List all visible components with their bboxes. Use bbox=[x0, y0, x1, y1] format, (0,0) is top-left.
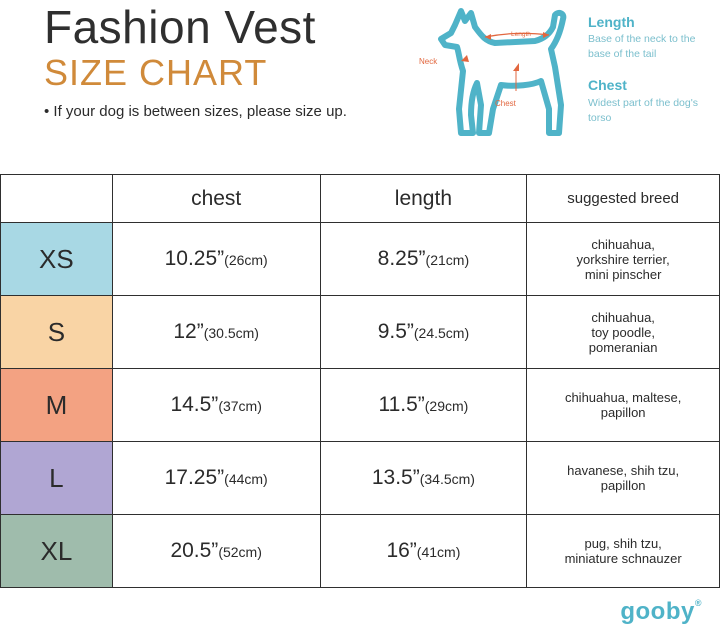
breed-line: havanese, shih tzu, bbox=[567, 463, 680, 478]
length-inches: 9.5” bbox=[377, 320, 414, 343]
breed-line: pomeranian bbox=[588, 339, 658, 355]
chest-cm: (26cm) bbox=[224, 252, 268, 268]
header-chest: chest bbox=[111, 174, 321, 223]
size-cell: L bbox=[0, 441, 113, 515]
chest-cell: 10.25”(26cm) bbox=[111, 222, 321, 296]
breed-cell: chihuahua, yorkshire terrier, mini pinsche… bbox=[526, 222, 720, 296]
breed-line: papillon bbox=[600, 405, 646, 420]
chest-cell: 20.5”(52cm) bbox=[111, 514, 321, 588]
length-cell: 16”(41cm) bbox=[319, 514, 528, 588]
breed-line: miniature schnauzer bbox=[564, 551, 682, 566]
length-cell: 8.25”(21cm) bbox=[319, 222, 528, 296]
registered-mark: ® bbox=[694, 598, 702, 608]
legend-chest-title: Chest bbox=[588, 77, 627, 93]
size-cell: M bbox=[0, 368, 113, 442]
chest-inches: 14.5” bbox=[170, 393, 219, 416]
breed-line: chihuahua, maltese, bbox=[564, 390, 682, 405]
length-inches: 8.25” bbox=[377, 247, 426, 270]
breed-line: chihuahua, bbox=[591, 309, 655, 325]
breed-cell: chihuahua, toy poodle, pomeranian bbox=[526, 295, 720, 369]
chest-inches: 10.25” bbox=[164, 247, 225, 270]
table-row: M 14.5”(37cm) 11.5”(29cm) chihuahua, maltes… bbox=[0, 368, 720, 442]
chest-cm: (30.5cm) bbox=[203, 325, 259, 341]
length-cm: (24.5cm) bbox=[413, 325, 470, 341]
size-cell: XL bbox=[0, 514, 113, 588]
length-cm: (41cm) bbox=[416, 544, 461, 560]
breed-line: chihuahua, bbox=[591, 236, 655, 252]
size-table: chest length suggested breed XS 10.25”(26… bbox=[0, 174, 720, 588]
legend-length-title: Length bbox=[588, 14, 635, 30]
breed-line: papillon bbox=[600, 478, 646, 493]
length-inches: 11.5” bbox=[378, 393, 425, 416]
chest-cell: 12”(30.5cm) bbox=[111, 295, 321, 369]
dog-outline bbox=[438, 8, 567, 136]
breed-line: mini pinscher bbox=[584, 266, 662, 282]
chest-inches: 17.25” bbox=[164, 466, 225, 489]
length-cell: 13.5”(34.5cm) bbox=[319, 441, 528, 515]
size-chart-subtitle: SIZE CHART bbox=[44, 52, 268, 93]
chest-cell: 14.5”(37cm) bbox=[111, 368, 321, 442]
legend-length-desc: Base of the neck to the base of the tail bbox=[588, 33, 696, 60]
chest-inches: 20.5” bbox=[170, 539, 219, 562]
chest-cm: (44cm) bbox=[224, 471, 268, 487]
page-title: Fashion Vest bbox=[44, 1, 316, 53]
neck-label: Neck bbox=[419, 57, 438, 66]
table-row: L 17.25”(44cm) 13.5”(34.5cm) havanese, shih… bbox=[0, 441, 720, 515]
length-inches: 16” bbox=[386, 539, 417, 562]
chest-cm: (52cm) bbox=[218, 544, 262, 560]
brand-name: gooby bbox=[620, 598, 695, 625]
table-row: XL 20.5”(52cm) 16”(41cm) pug, shih tzu, mini… bbox=[0, 514, 720, 588]
table-header-row: chest length suggested breed bbox=[0, 174, 720, 223]
chest-cm: (37cm) bbox=[218, 398, 262, 414]
chest-inches: 12” bbox=[173, 320, 204, 343]
breed-line: yorkshire terrier, bbox=[576, 251, 670, 267]
header-length: length bbox=[319, 174, 528, 223]
gooby-logo: gooby® bbox=[620, 598, 702, 626]
length-cm: (21cm) bbox=[425, 252, 470, 268]
header-suggested-breed: suggested breed bbox=[526, 174, 720, 223]
breed-cell: pug, shih tzu, miniature schnauzer bbox=[526, 514, 720, 588]
header-size bbox=[0, 174, 113, 223]
size-cell: XS bbox=[0, 222, 113, 296]
table-row: XS 10.25”(26cm) 8.25”(21cm) chihuahua, yorks… bbox=[0, 222, 720, 296]
length-cm: (29cm) bbox=[424, 398, 469, 414]
length-cell: 11.5”(29cm) bbox=[319, 368, 528, 442]
length-arrow-label: Length bbox=[511, 31, 531, 38]
chest-cell: 17.25”(44cm) bbox=[111, 441, 321, 515]
size-cell: S bbox=[0, 295, 113, 369]
length-cm: (34.5cm) bbox=[419, 471, 475, 487]
dog-measurement-diagram: Length Neck Chest bbox=[419, 8, 567, 136]
chest-arrow-label: Chest bbox=[495, 99, 517, 108]
length-inches: 13.5” bbox=[371, 466, 420, 489]
breed-cell: chihuahua, maltese, papillon bbox=[526, 368, 720, 442]
breed-line: pug, shih tzu, bbox=[584, 536, 662, 551]
sizing-note: • If your dog is between sizes, please s… bbox=[44, 103, 347, 120]
table-row: S 12”(30.5cm) 9.5”(24.5cm) chihuahua, toy po… bbox=[0, 295, 720, 369]
legend-chest-desc: Widest part of the dog's torso bbox=[588, 97, 698, 124]
breed-cell: havanese, shih tzu, papillon bbox=[526, 441, 720, 515]
length-cell: 9.5”(24.5cm) bbox=[319, 295, 528, 369]
breed-line: toy poodle, bbox=[591, 324, 655, 340]
